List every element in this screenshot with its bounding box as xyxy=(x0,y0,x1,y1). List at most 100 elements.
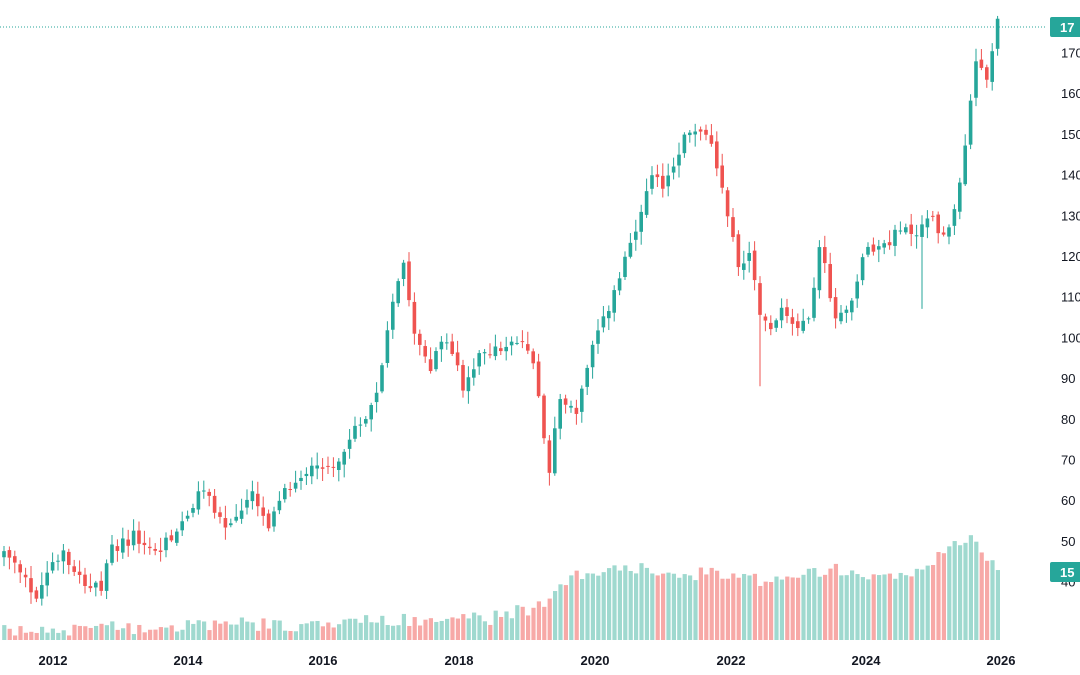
volume-bar xyxy=(137,624,142,640)
candle-body xyxy=(137,530,141,544)
candle-body xyxy=(553,428,557,474)
candle-body xyxy=(893,229,897,246)
candle-body xyxy=(612,290,616,313)
volume-bar xyxy=(887,573,892,640)
candle-body xyxy=(229,523,233,526)
price-tick-label: 140 xyxy=(1061,168,1080,183)
candle xyxy=(504,336,508,361)
volume-bar xyxy=(369,622,374,640)
candle-body xyxy=(277,500,282,511)
price-tick-label: 160 xyxy=(1061,86,1080,101)
candle-body xyxy=(283,488,287,500)
candle-body xyxy=(882,243,886,248)
candle-body xyxy=(493,346,498,357)
candle-body xyxy=(704,129,708,135)
candle-body xyxy=(931,215,935,217)
candle xyxy=(72,559,76,577)
candle xyxy=(472,358,476,386)
candle xyxy=(374,382,379,413)
candle-body xyxy=(148,546,152,549)
volume-bar xyxy=(245,621,250,640)
candle xyxy=(466,366,471,404)
volume-bar xyxy=(407,625,412,640)
candle xyxy=(126,529,130,557)
volume-bar xyxy=(180,629,185,640)
candle xyxy=(866,242,870,258)
volume-bar xyxy=(968,535,973,640)
candle-body xyxy=(698,129,703,132)
candle xyxy=(266,509,271,532)
candle xyxy=(715,131,719,177)
volume-bar xyxy=(277,620,282,640)
candle-body xyxy=(671,166,676,173)
volume-bar xyxy=(839,575,844,640)
volume-bar xyxy=(99,623,104,640)
volume-bar xyxy=(677,577,682,640)
current-volume-badge-bg xyxy=(1050,562,1080,582)
candle-body xyxy=(790,317,795,324)
candle-body xyxy=(115,546,120,551)
candle-body xyxy=(72,566,76,572)
candle xyxy=(877,239,881,263)
candle xyxy=(677,142,681,178)
candle xyxy=(650,166,654,195)
candle-body xyxy=(358,424,363,426)
candle-body xyxy=(779,307,784,321)
candle xyxy=(542,393,546,444)
volume-bar xyxy=(666,572,671,640)
volume-bar xyxy=(661,573,666,640)
volume-bar xyxy=(590,573,595,640)
candle xyxy=(752,241,757,291)
volume-bar xyxy=(979,552,984,640)
volume-bar xyxy=(445,618,450,640)
candle xyxy=(56,554,60,571)
candle-body xyxy=(385,330,390,363)
volume-bar xyxy=(142,632,147,640)
price-tick-label: 170 xyxy=(1061,46,1080,61)
candle xyxy=(342,449,346,478)
candle xyxy=(401,259,406,287)
volume-bar xyxy=(688,575,693,640)
candle-body xyxy=(218,512,222,517)
candle-body xyxy=(661,175,665,189)
volume-bar xyxy=(450,617,455,640)
candle xyxy=(185,510,190,522)
volume-bar xyxy=(2,625,7,640)
candle xyxy=(742,250,746,280)
time-tick-label: 2022 xyxy=(717,653,746,668)
candle-body xyxy=(202,490,206,492)
candle-body xyxy=(742,263,746,270)
candle xyxy=(580,385,584,423)
volume-bar xyxy=(326,622,331,640)
candle-body xyxy=(245,499,249,508)
candle-body xyxy=(990,51,994,82)
volume-bar xyxy=(725,578,730,640)
candle xyxy=(88,573,93,593)
candle-body xyxy=(418,333,422,345)
candle xyxy=(142,530,147,555)
volume-bar xyxy=(202,621,207,640)
candle-body xyxy=(488,354,492,356)
candle xyxy=(104,559,109,600)
candle-body xyxy=(412,301,417,334)
candle-body xyxy=(958,182,962,212)
candle xyxy=(29,566,33,604)
price-tick-label: 100 xyxy=(1061,330,1080,345)
candle-body xyxy=(439,341,444,350)
volume-bar xyxy=(941,553,946,640)
volume-bar xyxy=(785,576,790,640)
volume-bar xyxy=(596,575,601,640)
candle xyxy=(898,221,903,235)
time-tick-label: 2018 xyxy=(445,653,474,668)
candle-body xyxy=(639,211,643,232)
candle-body xyxy=(299,477,303,482)
volume-bar xyxy=(995,570,1000,640)
volume-bar xyxy=(412,617,417,640)
candle xyxy=(796,313,800,337)
candle xyxy=(50,552,55,574)
volume-bar xyxy=(736,577,741,640)
volume-bar xyxy=(731,573,736,640)
candle xyxy=(434,347,438,372)
volume-bar xyxy=(855,574,860,640)
